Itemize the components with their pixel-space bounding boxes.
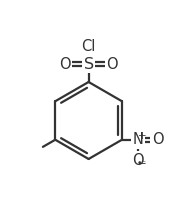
Text: S: S bbox=[84, 57, 94, 72]
Text: Cl: Cl bbox=[81, 38, 96, 54]
Text: N: N bbox=[132, 132, 143, 147]
Text: O: O bbox=[132, 153, 144, 168]
Text: O: O bbox=[106, 57, 118, 72]
Text: •⁻: •⁻ bbox=[137, 159, 147, 168]
Text: +: + bbox=[138, 131, 147, 141]
Text: −: − bbox=[137, 159, 146, 168]
Text: O: O bbox=[152, 132, 163, 147]
Text: O: O bbox=[59, 57, 71, 72]
